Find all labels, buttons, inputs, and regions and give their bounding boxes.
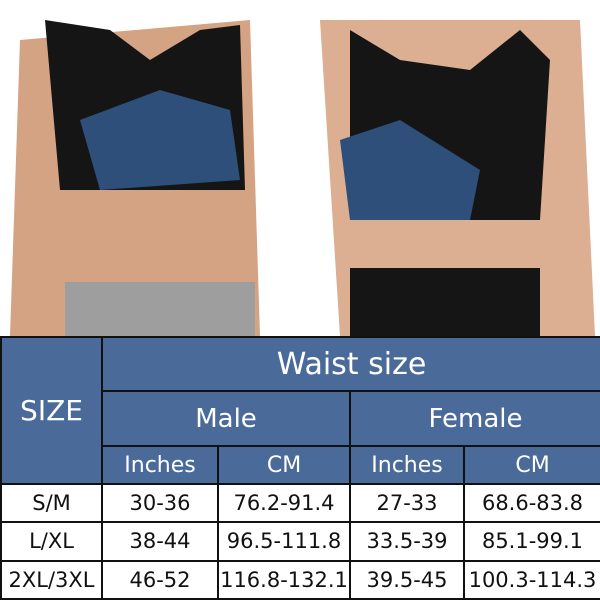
- female-inches-cell: 39.5-45: [349, 559, 465, 600]
- waist-size-header: Waist size: [101, 336, 600, 392]
- male-inches-cell: 38-44: [101, 521, 219, 562]
- male-cm-cell: 96.5-111.8: [217, 521, 351, 562]
- unit-header: Inches: [349, 445, 465, 485]
- female-shorts: [350, 268, 540, 336]
- male-cm-cell: 116.8-132.1: [217, 559, 351, 600]
- size-cell: S/M: [0, 482, 103, 524]
- male-inches-cell: 30-36: [101, 482, 219, 524]
- size-chart-table: SIZE Waist size Male Female Inches CM In…: [0, 336, 600, 600]
- unit-header: CM: [463, 445, 600, 485]
- male-header: Male: [101, 390, 351, 447]
- size-header: SIZE: [0, 336, 103, 485]
- male-cm-cell: 76.2-91.4: [217, 482, 351, 524]
- unit-header: CM: [217, 445, 351, 485]
- female-inches-cell: 33.5-39: [349, 521, 465, 562]
- male-inches-cell: 46-52: [101, 559, 219, 600]
- female-cm-cell: 100.3-114.3: [463, 559, 600, 600]
- unit-header: Inches: [101, 445, 219, 485]
- female-inches-cell: 27-33: [349, 482, 465, 524]
- size-cell: 2XL/3XL: [0, 559, 103, 600]
- size-cell: L/XL: [0, 521, 103, 562]
- female-header: Female: [349, 390, 600, 447]
- table-row: S/M 30-36 76.2-91.4 27-33 68.6-83.8: [0, 482, 600, 524]
- female-vest-liner: [340, 120, 480, 220]
- table-row: 2XL/3XL 46-52 116.8-132.1 39.5-45 100.3-…: [0, 559, 600, 600]
- male-pants: [65, 282, 255, 336]
- female-cm-cell: 68.6-83.8: [463, 482, 600, 524]
- male-vest-liner: [80, 90, 240, 190]
- product-photo: [10, 20, 595, 336]
- female-cm-cell: 85.1-99.1: [463, 521, 600, 562]
- table-row: L/XL 38-44 96.5-111.8 33.5-39 85.1-99.1: [0, 521, 600, 562]
